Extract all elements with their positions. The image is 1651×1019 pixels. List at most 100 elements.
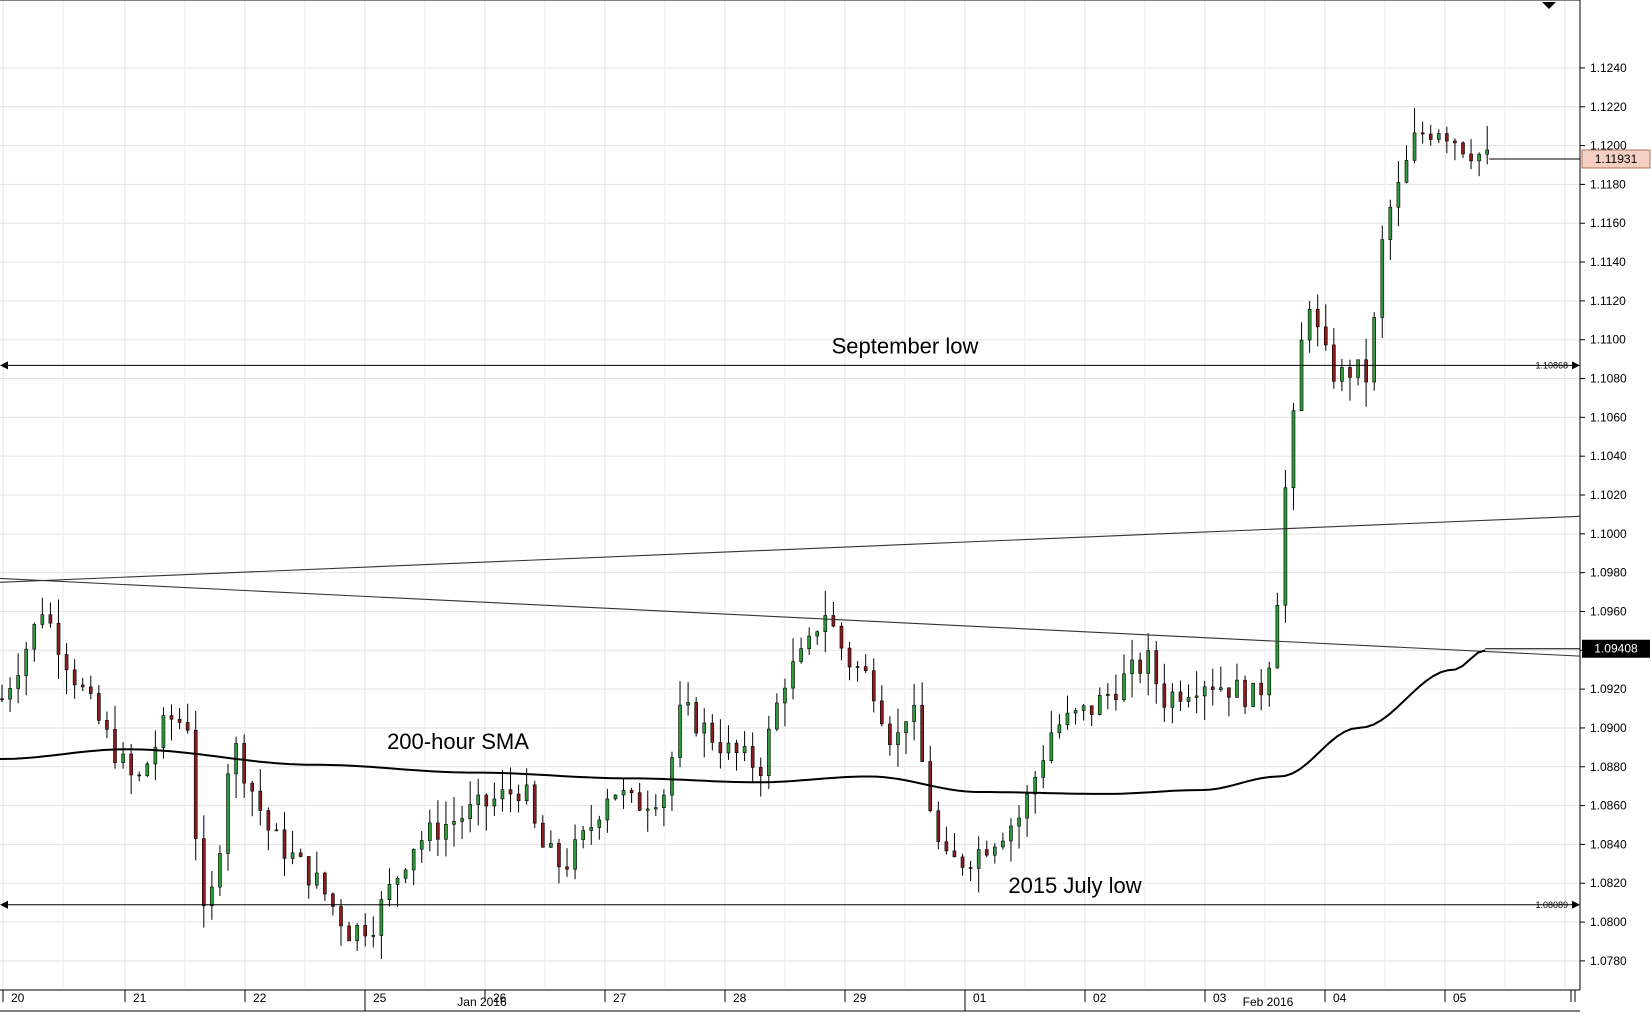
x-tick-label: 20 (11, 991, 25, 1005)
candle-down (984, 849, 989, 856)
candle-up (1299, 339, 1304, 411)
candle-down (266, 810, 271, 831)
candle-down (1420, 132, 1425, 135)
candle-up (904, 721, 908, 733)
candle-up (476, 794, 481, 805)
candle-down (177, 718, 182, 723)
candle-down (1162, 683, 1167, 708)
candle-up (589, 827, 594, 831)
candle-up (1057, 724, 1062, 734)
candle-up (1073, 710, 1078, 714)
candle-up (1283, 487, 1288, 606)
candle-down (839, 625, 844, 649)
candle-down (1114, 693, 1118, 701)
candle-up (1202, 686, 1207, 697)
month-label: Jan 2016 (457, 995, 507, 1009)
candle-up (161, 715, 166, 748)
candle-down (968, 867, 973, 869)
y-tick-label: 1.1240 (1590, 61, 1627, 75)
candle-down (952, 850, 957, 858)
y-tick-label: 1.1200 (1590, 139, 1627, 153)
candle-down (0, 698, 4, 701)
candle-up (32, 624, 37, 650)
x-tick-label: 02 (1093, 991, 1107, 1005)
menu-arrow-icon (1542, 2, 1556, 9)
candle-up (670, 757, 674, 796)
candle-up (1122, 673, 1126, 701)
candle-down (363, 925, 368, 937)
x-tick-label: 03 (1213, 991, 1227, 1005)
candle-up (1025, 793, 1029, 819)
candle-down (56, 622, 61, 655)
candle-down (629, 790, 634, 794)
level-value-label: 1.08089 (1535, 900, 1568, 910)
y-tick-label: 1.1020 (1590, 488, 1627, 502)
candle-down (1323, 326, 1328, 346)
candle-up (775, 702, 779, 730)
candle-up (40, 614, 45, 625)
candle-up (815, 631, 820, 637)
candle-up (218, 853, 222, 888)
candle-up (791, 661, 795, 689)
candle-up (411, 848, 416, 871)
y-tick-label: 1.0900 (1590, 721, 1627, 735)
candle-up (702, 722, 707, 734)
candle-up (726, 742, 731, 754)
candle-up (16, 675, 20, 689)
candle-up (379, 899, 384, 936)
annotation-labels: 1.10868 September low 1.08089 2015 July low… (387, 333, 1568, 909)
sma-line (0, 649, 1486, 795)
candle-down (888, 723, 892, 746)
level-name-label: 2015 July low (1008, 873, 1141, 898)
candle-up (1380, 239, 1385, 318)
candle-up (1275, 604, 1280, 669)
candle-up (1001, 840, 1005, 848)
candle-down (129, 753, 133, 776)
candle-down (516, 793, 521, 802)
y-tick-label: 1.1080 (1590, 372, 1627, 386)
candle-up (686, 702, 690, 706)
candle-up (1194, 695, 1199, 698)
candle-up (145, 763, 150, 777)
y-tick-label: 1.1180 (1590, 177, 1626, 191)
candle-up (767, 728, 771, 777)
y-tick-label: 1.1120 (1590, 294, 1626, 308)
y-tick-label: 1.1100 (1590, 333, 1626, 347)
candle-down (871, 670, 876, 702)
candle-down (331, 893, 335, 907)
candle-up (1436, 133, 1441, 140)
candle-up (1065, 712, 1070, 726)
candle-up (1033, 777, 1037, 795)
y-tick-label: 1.0920 (1590, 682, 1627, 696)
candle-up (1049, 732, 1054, 761)
candle-up (460, 818, 464, 822)
candle-down (847, 647, 852, 668)
candle-up (226, 773, 230, 854)
candle-down (565, 866, 569, 870)
x-axis: 20 21 22 25 26 27 28 29 01 02 03 04 05 Jan 2016 Feb 20… (0, 0, 1580, 1012)
candle-up (492, 798, 497, 807)
candle-up (823, 615, 828, 633)
candle-down (960, 856, 965, 868)
candle-down (169, 715, 174, 720)
x-tick-label: 04 (1333, 991, 1347, 1005)
candle-down (323, 872, 327, 895)
candle-down (532, 784, 537, 824)
candle-down (80, 684, 85, 688)
candle-up (912, 705, 916, 722)
candle-up (613, 794, 618, 800)
candle-down (694, 702, 698, 734)
candle-down (750, 746, 755, 768)
candle-up (468, 804, 472, 819)
candle-up (807, 635, 811, 649)
candle-down (88, 686, 93, 694)
level-name-label: September low (832, 333, 979, 358)
candle-down (880, 700, 884, 725)
candle-up (1041, 760, 1046, 778)
candle-up (1106, 693, 1110, 696)
y-tick-label: 1.0980 (1590, 566, 1627, 580)
grid (0, 0, 1580, 990)
candle-down (710, 722, 715, 743)
candle-up (24, 648, 29, 676)
candle-up (444, 823, 448, 840)
